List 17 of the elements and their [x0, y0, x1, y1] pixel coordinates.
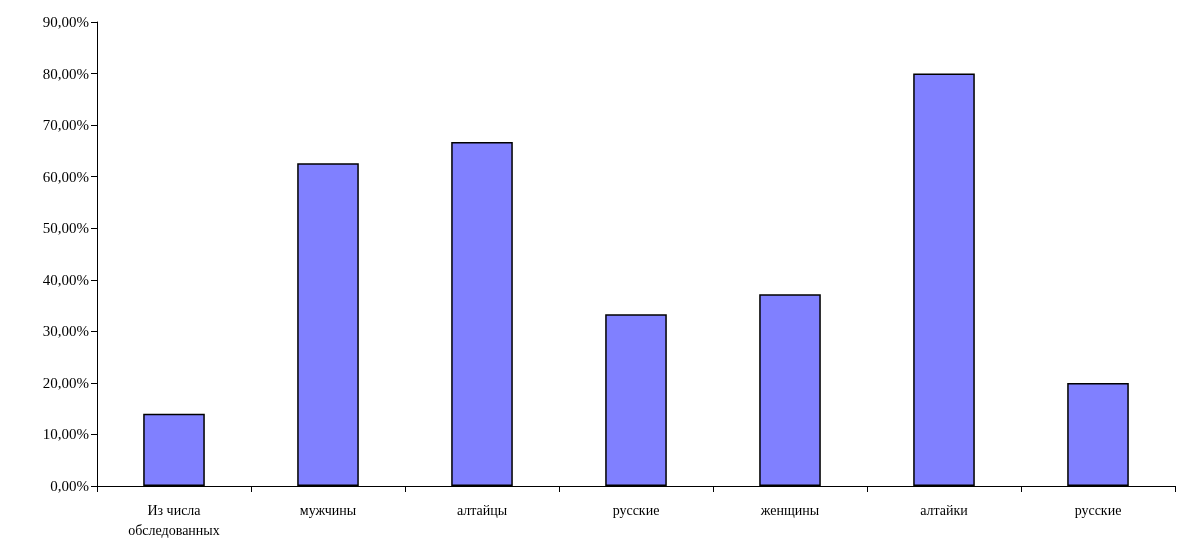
x-tick-label: мужчины — [299, 502, 357, 518]
x-tick-label: Из числа обследованных — [128, 502, 220, 538]
x-tick-label: русские — [612, 502, 660, 518]
y-tick-label: 60,00% — [42, 168, 89, 185]
y-tick-label: 0,00% — [50, 478, 89, 494]
x-tick-label: алтайцы — [456, 502, 508, 518]
y-tick-label: 70,00% — [42, 117, 89, 134]
y-tick-label: 10,00% — [42, 426, 89, 443]
x-tick-label: женщины — [759, 502, 820, 518]
y-tick-label: 30,00% — [42, 323, 89, 340]
y-tick-label: 50,00% — [42, 220, 89, 237]
y-tick-label: 90,00% — [42, 14, 89, 30]
x-tick-label: алтайки — [920, 502, 969, 518]
y-tick-label: 20,00% — [42, 374, 89, 391]
y-tick-label: 80,00% — [42, 65, 89, 82]
x-tick-label: русские — [1074, 502, 1122, 518]
y-tick-label: 40,00% — [42, 271, 89, 288]
